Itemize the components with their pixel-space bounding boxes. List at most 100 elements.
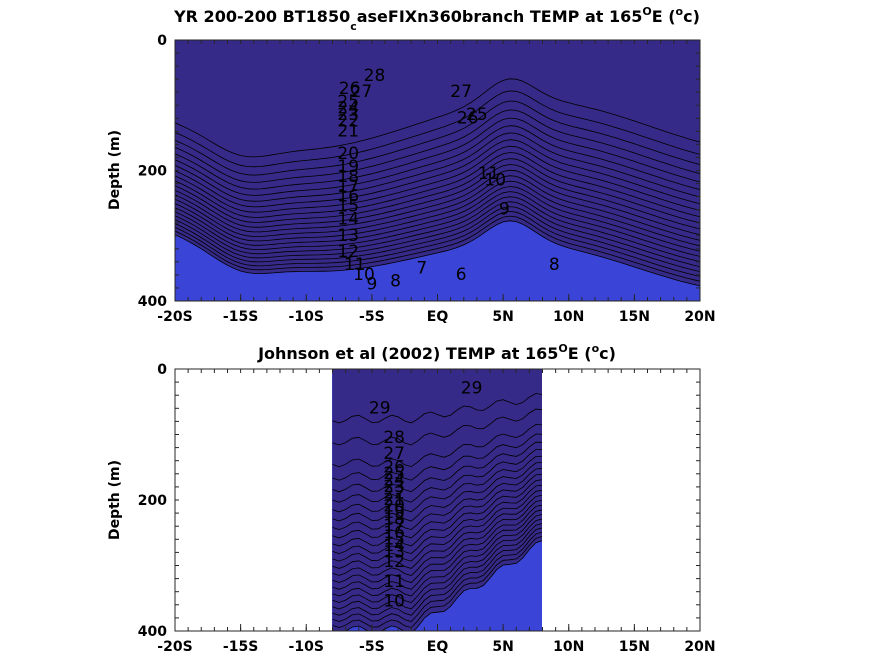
contour-label: 23 (383, 477, 405, 497)
contour-label: 29 (461, 379, 483, 399)
contour-line (175, 139, 700, 208)
contour-label: 14 (337, 209, 359, 229)
x-tick-label: 15N (619, 639, 650, 655)
contour-line (332, 518, 542, 603)
contour-label: 20 (337, 144, 359, 164)
contour-line (332, 393, 542, 424)
contour-line (175, 201, 700, 267)
panel-a-ticks: -20S -15S -10S -5S EQ 5N 10N 15N 20N 0 200 400 (138, 33, 716, 325)
contour-line (332, 514, 542, 597)
contour-label: 27 (383, 444, 405, 464)
contour-line (332, 468, 542, 531)
contour-label: 13 (337, 226, 359, 246)
contour-label: 24 (383, 470, 405, 490)
contour-label: 11 (344, 255, 366, 275)
contour-label: 25 (383, 464, 405, 484)
contour-line (175, 191, 700, 257)
contour-line (175, 210, 700, 277)
contour-line (332, 424, 542, 468)
contour-line (332, 504, 542, 583)
contour-label: 14 (383, 536, 405, 556)
contour-label: 27 (450, 82, 472, 102)
contour-band (175, 40, 700, 286)
contour-line (175, 117, 700, 190)
panel-a-ylabel: Depth (m) (107, 130, 123, 210)
contour-line (332, 408, 542, 446)
contour-line (332, 479, 542, 547)
x-tick-label: 5N (492, 309, 513, 325)
x-tick-label: -15S (223, 309, 258, 325)
x-tick-label: 10N (553, 309, 584, 325)
contour-label: 18 (383, 510, 405, 530)
contour-label: 21 (383, 490, 405, 510)
panel-b-ticks: -20S -15S -10S -5S EQ 5N 10N 15N 20N 0 200 400 (138, 362, 716, 655)
contour-label: 15 (337, 196, 359, 216)
x-tick-label: -10S (289, 309, 324, 325)
contour-line (332, 433, 542, 481)
panel-a-contours (175, 40, 700, 287)
panel-a-title: YR 200-200 BT1850caseFIXn360branch TEMP … (173, 5, 700, 33)
y-tick-label: 400 (138, 624, 167, 640)
contour-line (332, 536, 542, 629)
contour-line (175, 220, 700, 287)
contour-label: 10 (484, 170, 506, 190)
contour-line (175, 180, 700, 247)
contour-label: 28 (383, 428, 405, 448)
contour-label: 22 (337, 112, 359, 132)
contour-label: 24 (337, 99, 359, 119)
contour-line (175, 132, 700, 202)
contour-line (175, 78, 700, 158)
contour-label: 27 (351, 82, 373, 102)
contour-line (175, 145, 700, 213)
x-tick-label: -5S (359, 309, 385, 325)
contour-band (332, 369, 542, 631)
contour-label: 16 (337, 187, 359, 207)
contour-line (175, 164, 700, 230)
contour-line (332, 494, 542, 569)
contour-line (175, 125, 700, 196)
contour-line (175, 215, 700, 282)
contour-line (332, 462, 542, 522)
y-tick-label: 0 (157, 362, 167, 378)
contour-line (332, 484, 542, 555)
contour-label: 28 (364, 66, 386, 86)
contour-line (332, 531, 542, 622)
panel-b-field (332, 369, 542, 631)
contour-label: 22 (383, 483, 405, 503)
contour-label: 15 (383, 529, 405, 549)
contour-label: 10 (383, 592, 405, 612)
contour-label: 26 (383, 457, 405, 477)
contour-line (332, 455, 542, 513)
contour-line (332, 489, 542, 562)
contour-label: 8 (390, 271, 401, 291)
contour-label: 19 (337, 157, 359, 177)
contour-label: 16 (383, 523, 405, 543)
contour-label: 11 (478, 164, 500, 184)
contour-line (332, 441, 542, 493)
contour-line (175, 206, 700, 272)
contour-label: 23 (337, 105, 359, 125)
x-tick-label: 20N (684, 309, 715, 325)
contour-label: 18 (337, 167, 359, 187)
contour-label: 8 (549, 255, 560, 275)
contour-line (175, 109, 700, 183)
contour-line (175, 169, 700, 236)
contour-line (332, 449, 542, 503)
x-tick-label: 15N (619, 309, 650, 325)
panel-b-title: Johnson et al (2002) TEMP at 165OE (oc) (257, 342, 616, 363)
contour-line (175, 186, 700, 252)
panel-b-contours (332, 369, 542, 631)
contour-line (332, 523, 542, 610)
contour-line (175, 152, 700, 218)
x-tick-label: -20S (157, 639, 192, 655)
contour-line (332, 527, 542, 616)
x-tick-label: 5N (492, 639, 513, 655)
contour-label: 25 (466, 105, 488, 125)
x-tick-label: -15S (223, 639, 258, 655)
panel-a-field (175, 40, 700, 301)
contour-label: 10 (353, 265, 375, 285)
contour-line (175, 175, 700, 241)
contour-label: 17 (337, 177, 359, 197)
contour-label: 29 (369, 398, 391, 418)
contour-label: 19 (383, 503, 405, 523)
